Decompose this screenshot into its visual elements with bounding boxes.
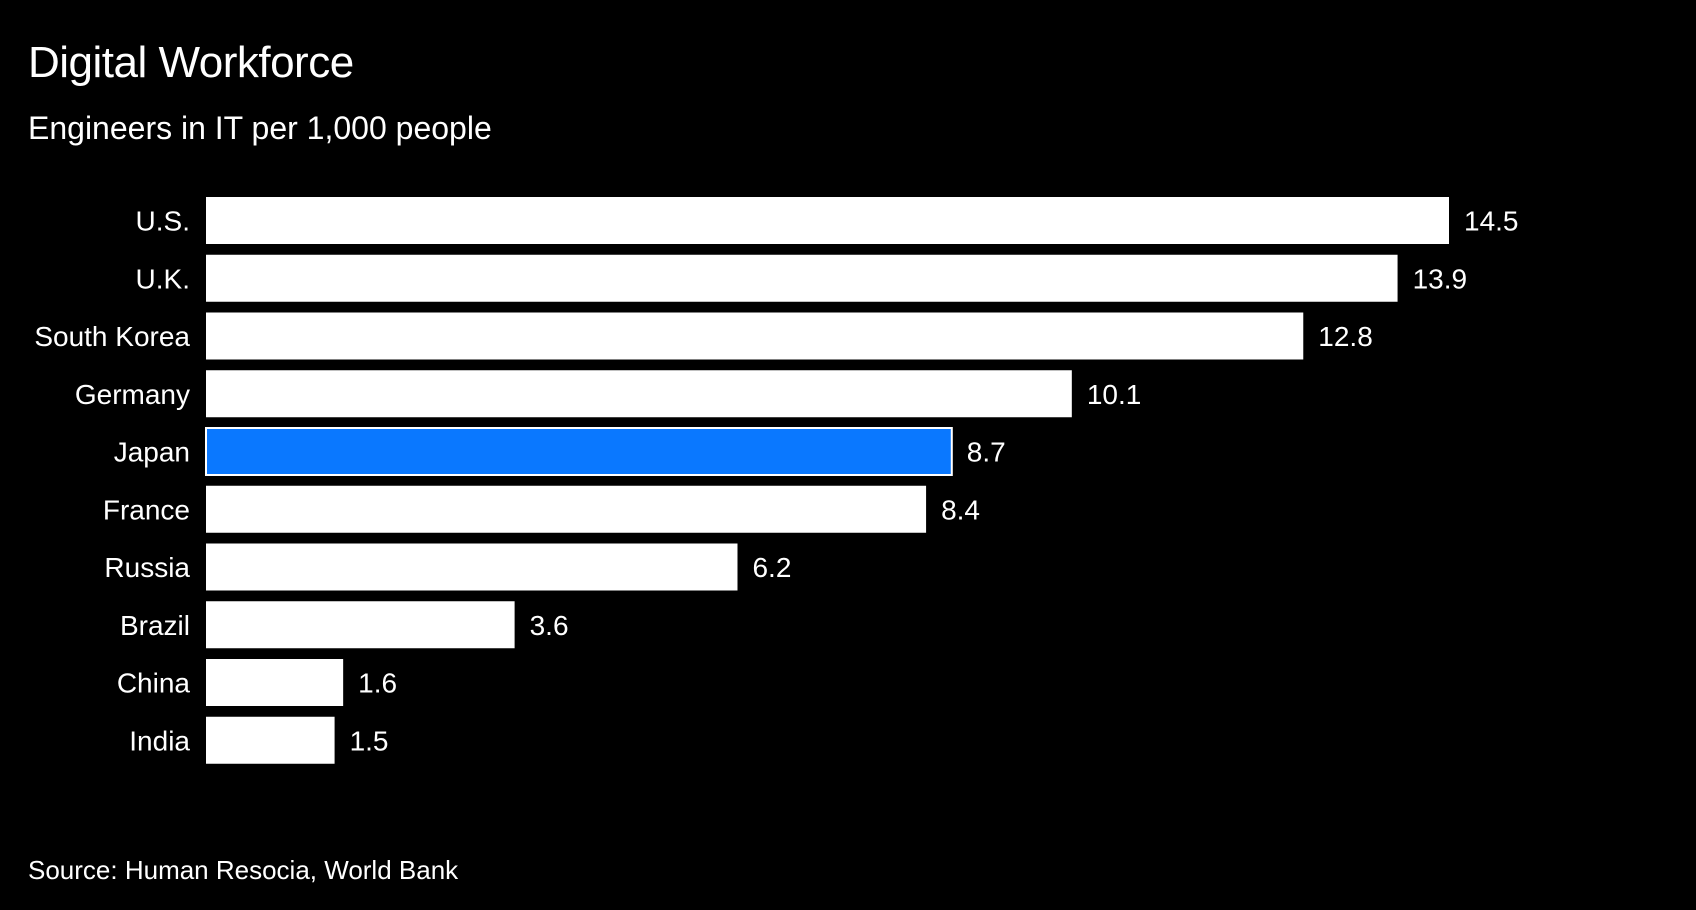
bar-france <box>206 485 927 533</box>
source-note: Source: Human Resocia, World Bank <box>28 855 459 885</box>
category-label-u-s: U.S. <box>136 206 190 237</box>
bar-japan <box>205 427 953 476</box>
category-label-brazil: Brazil <box>120 610 190 641</box>
value-label-u-s: 14.5 <box>1464 206 1519 237</box>
chart-subtitle: Engineers in IT per 1,000 people <box>28 110 492 146</box>
bar-u-k <box>206 254 1398 302</box>
category-label-china: China <box>117 668 191 699</box>
chart-title: Digital Workforce <box>28 38 354 87</box>
bar-russia <box>206 543 738 591</box>
value-label-south-korea: 12.8 <box>1318 321 1373 352</box>
value-label-france: 8.4 <box>941 494 980 525</box>
value-label-japan: 8.7 <box>967 437 1006 468</box>
value-label-u-k: 13.9 <box>1413 263 1468 294</box>
category-label-india: India <box>129 725 190 756</box>
category-label-u-k: U.K. <box>136 263 190 294</box>
value-label-china: 1.6 <box>358 668 397 699</box>
bar-south-korea <box>206 312 1304 360</box>
bar-india <box>206 716 335 764</box>
bar-brazil <box>206 601 515 649</box>
bar-germany <box>206 370 1072 418</box>
bar-china <box>206 659 344 706</box>
value-label-india: 1.5 <box>350 725 389 756</box>
value-label-germany: 10.1 <box>1087 379 1142 410</box>
category-label-france: France <box>103 494 190 525</box>
category-label-japan: Japan <box>114 437 190 468</box>
category-label-south-korea: South Korea <box>34 321 190 352</box>
value-label-russia: 6.2 <box>752 552 791 583</box>
value-label-brazil: 3.6 <box>530 610 569 641</box>
category-label-russia: Russia <box>104 552 190 583</box>
category-label-germany: Germany <box>75 379 190 410</box>
bar-u-s <box>206 197 1449 244</box>
